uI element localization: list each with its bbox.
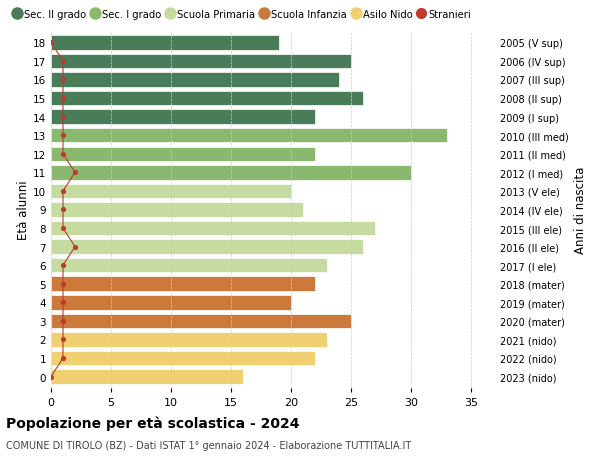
Point: [58, 95, 68, 102]
Text: Popolazione per età scolastica - 2024: Popolazione per età scolastica - 2024: [6, 415, 299, 430]
Legend: Sec. II grado, Sec. I grado, Scuola Primaria, Scuola Infanzia, Asilo Nido, Stran: Sec. II grado, Sec. I grado, Scuola Prim…: [8, 6, 475, 23]
Bar: [51, 203, 303, 217]
Point: [58, 77, 68, 84]
Bar: [51, 92, 363, 106]
Bar: [51, 110, 315, 124]
Point: [58, 207, 68, 214]
Point: [58, 188, 68, 195]
Point: [46, 39, 56, 47]
Bar: [51, 221, 375, 236]
Point: [70, 243, 80, 251]
Point: [58, 280, 68, 288]
Bar: [51, 369, 243, 384]
Point: [58, 336, 68, 343]
Y-axis label: Età alunni: Età alunni: [17, 180, 30, 240]
Bar: [51, 314, 351, 328]
Bar: [51, 166, 411, 180]
Bar: [51, 277, 315, 291]
Text: COMUNE DI TIROLO (BZ) - Dati ISTAT 1° gennaio 2024 - Elaborazione TUTTITALIA.IT: COMUNE DI TIROLO (BZ) - Dati ISTAT 1° ge…: [6, 440, 411, 450]
Point: [58, 114, 68, 121]
Bar: [51, 36, 279, 50]
Bar: [51, 351, 315, 365]
Bar: [51, 184, 291, 199]
Bar: [51, 55, 351, 69]
Bar: [51, 147, 315, 162]
Point: [58, 354, 68, 362]
Bar: [51, 129, 447, 143]
Point: [46, 373, 56, 381]
Point: [58, 132, 68, 140]
Y-axis label: Anni di nascita: Anni di nascita: [574, 167, 587, 253]
Bar: [51, 73, 339, 88]
Bar: [51, 296, 291, 310]
Point: [58, 225, 68, 232]
Point: [70, 169, 80, 177]
Point: [58, 299, 68, 306]
Bar: [51, 332, 327, 347]
Point: [58, 58, 68, 66]
Bar: [51, 258, 327, 273]
Point: [58, 262, 68, 269]
Bar: [51, 240, 363, 254]
Point: [58, 151, 68, 158]
Point: [58, 318, 68, 325]
